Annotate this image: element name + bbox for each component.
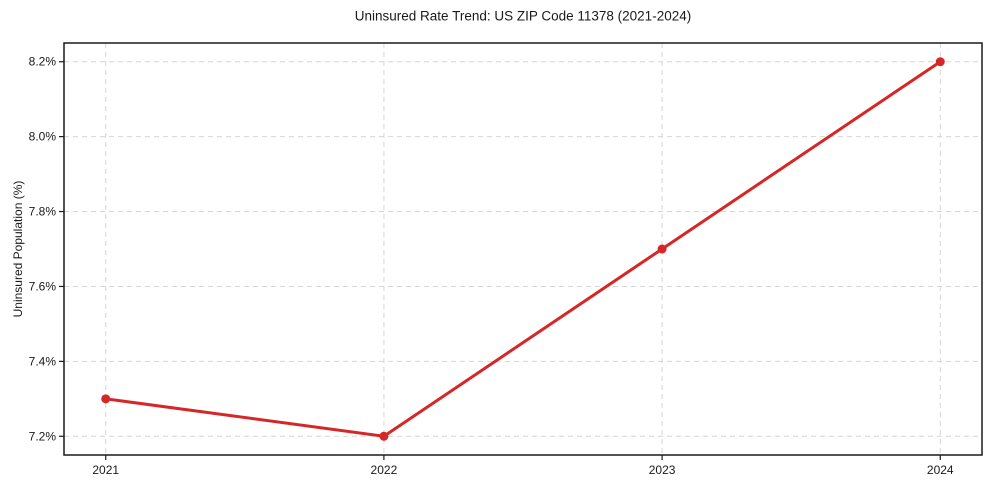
chart-title: Uninsured Rate Trend: US ZIP Code 11378 … <box>355 9 691 24</box>
axis-ticks: 2021 2022 2023 2024 7.2% 7.4% 7.6% 7.8% 8.0% 8.2% <box>29 55 954 477</box>
trend-line <box>104 60 942 438</box>
y-tick-label: 7.4% <box>29 354 57 368</box>
data-point <box>657 244 667 254</box>
y-axis-label: Uninsured Population (%) <box>11 181 25 318</box>
y-tick-label: 8.2% <box>29 55 57 69</box>
data-point <box>101 394 111 404</box>
plot-border <box>63 42 983 456</box>
x-tick-label: 2023 <box>649 463 676 477</box>
gridlines <box>64 43 982 455</box>
data-series <box>101 57 945 441</box>
x-tick-label: 2024 <box>927 463 954 477</box>
x-tick-label: 2022 <box>371 463 398 477</box>
x-tick-label: 2021 <box>92 463 119 477</box>
y-tick-label: 7.8% <box>29 205 57 219</box>
data-point <box>379 431 389 441</box>
y-tick-label: 7.2% <box>29 429 57 443</box>
y-tick-label: 8.0% <box>29 130 57 144</box>
y-tick-label: 7.6% <box>29 279 57 293</box>
data-point <box>935 57 945 67</box>
